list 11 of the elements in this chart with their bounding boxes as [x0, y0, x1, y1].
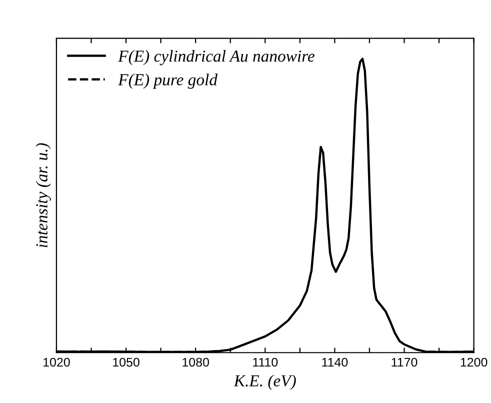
- x-tick-label: 1110: [253, 358, 278, 367]
- x-tick-label: 1080: [182, 358, 209, 367]
- x-tick-label: 1020: [44, 358, 70, 367]
- legend-label: F(E) cylindrical Au nanowire: [118, 50, 314, 66]
- legend-label: F(E) pure gold: [118, 74, 218, 89]
- x-tick-label: 1140: [322, 358, 348, 367]
- y-axis-title: intensity (ar. u.): [36, 143, 51, 248]
- x-tick-label: 1170: [392, 358, 418, 367]
- x-tick-label: 1050: [113, 358, 140, 367]
- x-axis-title: K.E. (eV): [234, 374, 296, 390]
- x-tick-label: 1200: [460, 358, 488, 367]
